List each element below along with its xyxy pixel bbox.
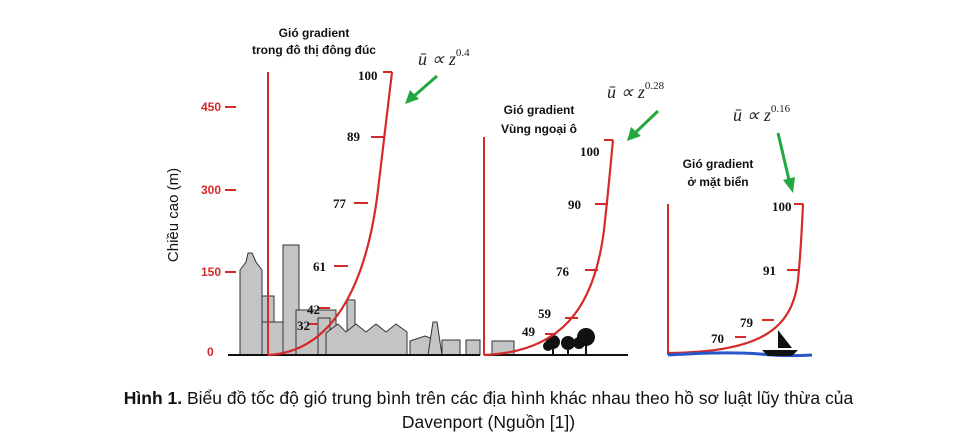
suburban-speed-49: 49: [522, 324, 536, 339]
suburban-arrow: [627, 109, 660, 141]
urban-buildings: [239, 244, 481, 356]
sea-exponent: 0.16: [771, 103, 791, 115]
urban-arrow: [405, 74, 438, 104]
y-axis-ticks: 450 300 150 0: [201, 100, 236, 359]
urban-title-line1: Gió gradient: [279, 26, 350, 40]
sea-profile-curve: [667, 203, 805, 355]
suburban-title-line1: Gió gradient: [504, 103, 575, 117]
urban-speed-32: 32: [297, 318, 310, 333]
caption-line2: Davenport (Nguồn [1]): [401, 412, 576, 432]
y-tick-300: 300: [201, 183, 221, 197]
sea-speed-91: 91: [763, 263, 776, 278]
urban-exponent: 0.4: [456, 47, 470, 59]
sea-title-line2: ở mặt biển: [687, 175, 748, 189]
caption-line1: Hình 1. Biểu đồ tốc độ gió trung bình tr…: [0, 386, 977, 410]
urban-title-line2: trong đô thị đông đúc: [252, 43, 376, 57]
urban-speed-100: 100: [358, 68, 378, 83]
wind-profile-diagram: Chiều cao (m) 450 300 150 0 100 89 77 61: [165, 26, 813, 359]
urban-speed-89: 89: [347, 129, 361, 144]
caption-text: Biểu đồ tốc độ gió trung bình trên các đ…: [182, 388, 854, 408]
suburban-speed-90: 90: [568, 197, 581, 212]
urban-speed-77: 77: [333, 196, 347, 211]
urban-speed-42: 42: [307, 302, 320, 317]
sea-speed-79: 79: [740, 315, 754, 330]
y-tick-150: 150: [201, 265, 221, 279]
sea-surface: [667, 351, 813, 358]
suburban-exponent: 0.28: [645, 80, 665, 92]
urban-formula: ū ∝ z0.4: [418, 47, 470, 69]
suburban-speed-59: 59: [538, 306, 552, 321]
suburban-formula: ū ∝ z0.28: [607, 80, 665, 102]
sea-speed-70: 70: [711, 331, 724, 346]
y-axis-label: Chiều cao (m): [165, 168, 182, 262]
suburban-profile-curve: [483, 139, 615, 357]
y-tick-0: 0: [207, 345, 214, 359]
suburban-title-line2: Vùng ngoại ô: [501, 122, 577, 136]
sailboat-icon: [762, 330, 798, 356]
sea-title-line1: Gió gradient: [683, 157, 754, 171]
figure-caption: Hình 1. Biểu đồ tốc độ gió trung bình tr…: [0, 386, 977, 434]
sea-formula: ū ∝ z0.16: [733, 103, 791, 125]
urban-profile-curve: [267, 71, 394, 357]
suburban-speed-100: 100: [580, 144, 600, 159]
sea-arrow: [776, 132, 795, 193]
y-tick-450: 450: [201, 100, 221, 114]
sea-speed-100: 100: [772, 199, 792, 214]
caption-figure-number: Hình 1.: [123, 388, 183, 408]
suburban-trees: [543, 328, 595, 355]
suburban-speed-76: 76: [556, 264, 570, 279]
urban-speed-61: 61: [313, 259, 326, 274]
